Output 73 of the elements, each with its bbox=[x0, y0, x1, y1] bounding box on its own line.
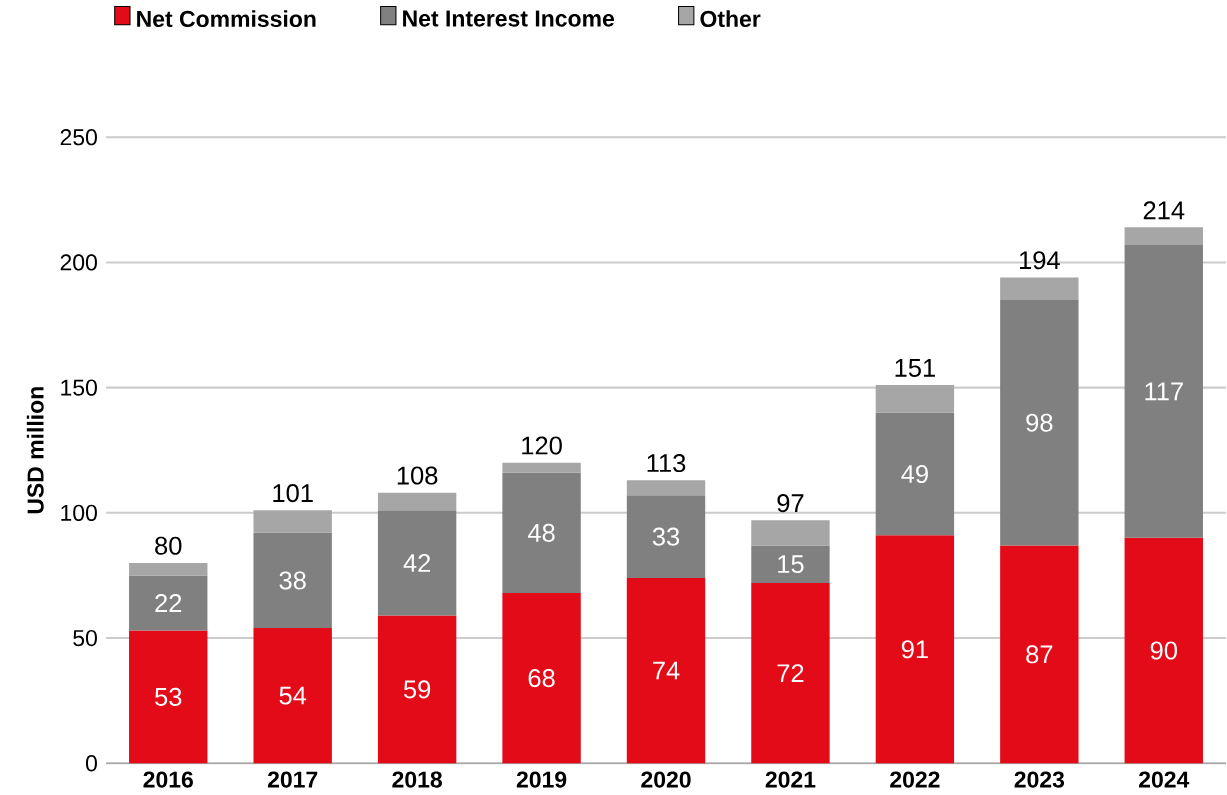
bar bbox=[1000, 545, 1079, 764]
data-label: 22 bbox=[155, 593, 182, 612]
bar bbox=[875, 535, 955, 764]
bar bbox=[377, 510, 457, 616]
data-label: 53 bbox=[155, 687, 182, 706]
bar bbox=[751, 582, 830, 764]
x-tick-label: 2017 bbox=[267, 771, 318, 788]
bar bbox=[751, 520, 830, 546]
total-label: 194 bbox=[1020, 251, 1060, 270]
bar bbox=[129, 575, 208, 631]
bar bbox=[253, 627, 332, 764]
bar bbox=[626, 577, 706, 764]
data-label: 42 bbox=[403, 553, 431, 572]
data-label: 98 bbox=[1026, 413, 1053, 432]
total-label: 151 bbox=[895, 358, 935, 377]
x-tick-label: 2016 bbox=[143, 771, 193, 788]
bar bbox=[502, 462, 581, 473]
x-tick-label: 2021 bbox=[765, 771, 816, 788]
data-label: 117 bbox=[1145, 382, 1183, 400]
bar bbox=[1000, 277, 1079, 300]
data-label: 90 bbox=[1150, 641, 1177, 660]
total-label: 101 bbox=[273, 483, 313, 502]
bar bbox=[875, 384, 955, 413]
bar bbox=[875, 412, 955, 536]
bar bbox=[1000, 299, 1079, 546]
total-label: 108 bbox=[397, 466, 438, 485]
x-tick-label: 2022 bbox=[890, 771, 940, 788]
bar bbox=[377, 615, 457, 764]
data-label: 59 bbox=[403, 680, 431, 699]
bar bbox=[502, 592, 581, 764]
legend-label: Other bbox=[700, 10, 761, 27]
legend-label: Net Commission bbox=[137, 10, 316, 27]
data-label: 38 bbox=[279, 571, 306, 590]
y-tick-label: 200 bbox=[60, 254, 97, 271]
bar bbox=[1124, 227, 1203, 245]
data-label: 87 bbox=[1026, 645, 1053, 664]
data-label: 68 bbox=[528, 668, 555, 687]
bar bbox=[253, 532, 332, 628]
bar bbox=[1124, 244, 1203, 538]
bar bbox=[502, 472, 581, 593]
y-axis-title: USD million bbox=[26, 387, 44, 514]
bar bbox=[626, 495, 706, 578]
total-label: 120 bbox=[522, 436, 562, 455]
bar bbox=[253, 510, 332, 533]
data-label: 72 bbox=[777, 664, 804, 682]
bar bbox=[129, 562, 208, 576]
x-tick-label: 2023 bbox=[1014, 771, 1065, 788]
bar bbox=[1124, 537, 1203, 764]
data-label: 54 bbox=[279, 686, 307, 705]
bar bbox=[377, 492, 457, 511]
y-tick-label: 0 bbox=[85, 754, 97, 772]
legend-label: Net Interest Income bbox=[403, 10, 615, 27]
x-tick-label: 2019 bbox=[516, 771, 567, 788]
data-label: 49 bbox=[901, 464, 928, 483]
x-tick-label: 2018 bbox=[392, 771, 442, 788]
x-tick-label: 2020 bbox=[641, 771, 691, 788]
bar bbox=[129, 630, 208, 764]
data-label: 91 bbox=[901, 640, 928, 659]
y-tick-label: 50 bbox=[73, 629, 97, 646]
data-label: 33 bbox=[652, 527, 680, 546]
x-tick-label: 2024 bbox=[1139, 771, 1190, 788]
data-label: 74 bbox=[653, 661, 680, 680]
bar bbox=[751, 545, 830, 583]
y-tick-label: 100 bbox=[61, 504, 97, 521]
total-label: 113 bbox=[647, 453, 686, 472]
bar bbox=[626, 480, 706, 496]
data-label: 15 bbox=[778, 555, 804, 573]
total-label: 80 bbox=[155, 536, 182, 555]
y-tick-label: 250 bbox=[60, 128, 97, 146]
y-tick-label: 150 bbox=[61, 379, 97, 396]
total-label: 97 bbox=[777, 493, 804, 512]
data-label: 48 bbox=[527, 523, 555, 542]
total-label: 214 bbox=[1143, 201, 1185, 219]
